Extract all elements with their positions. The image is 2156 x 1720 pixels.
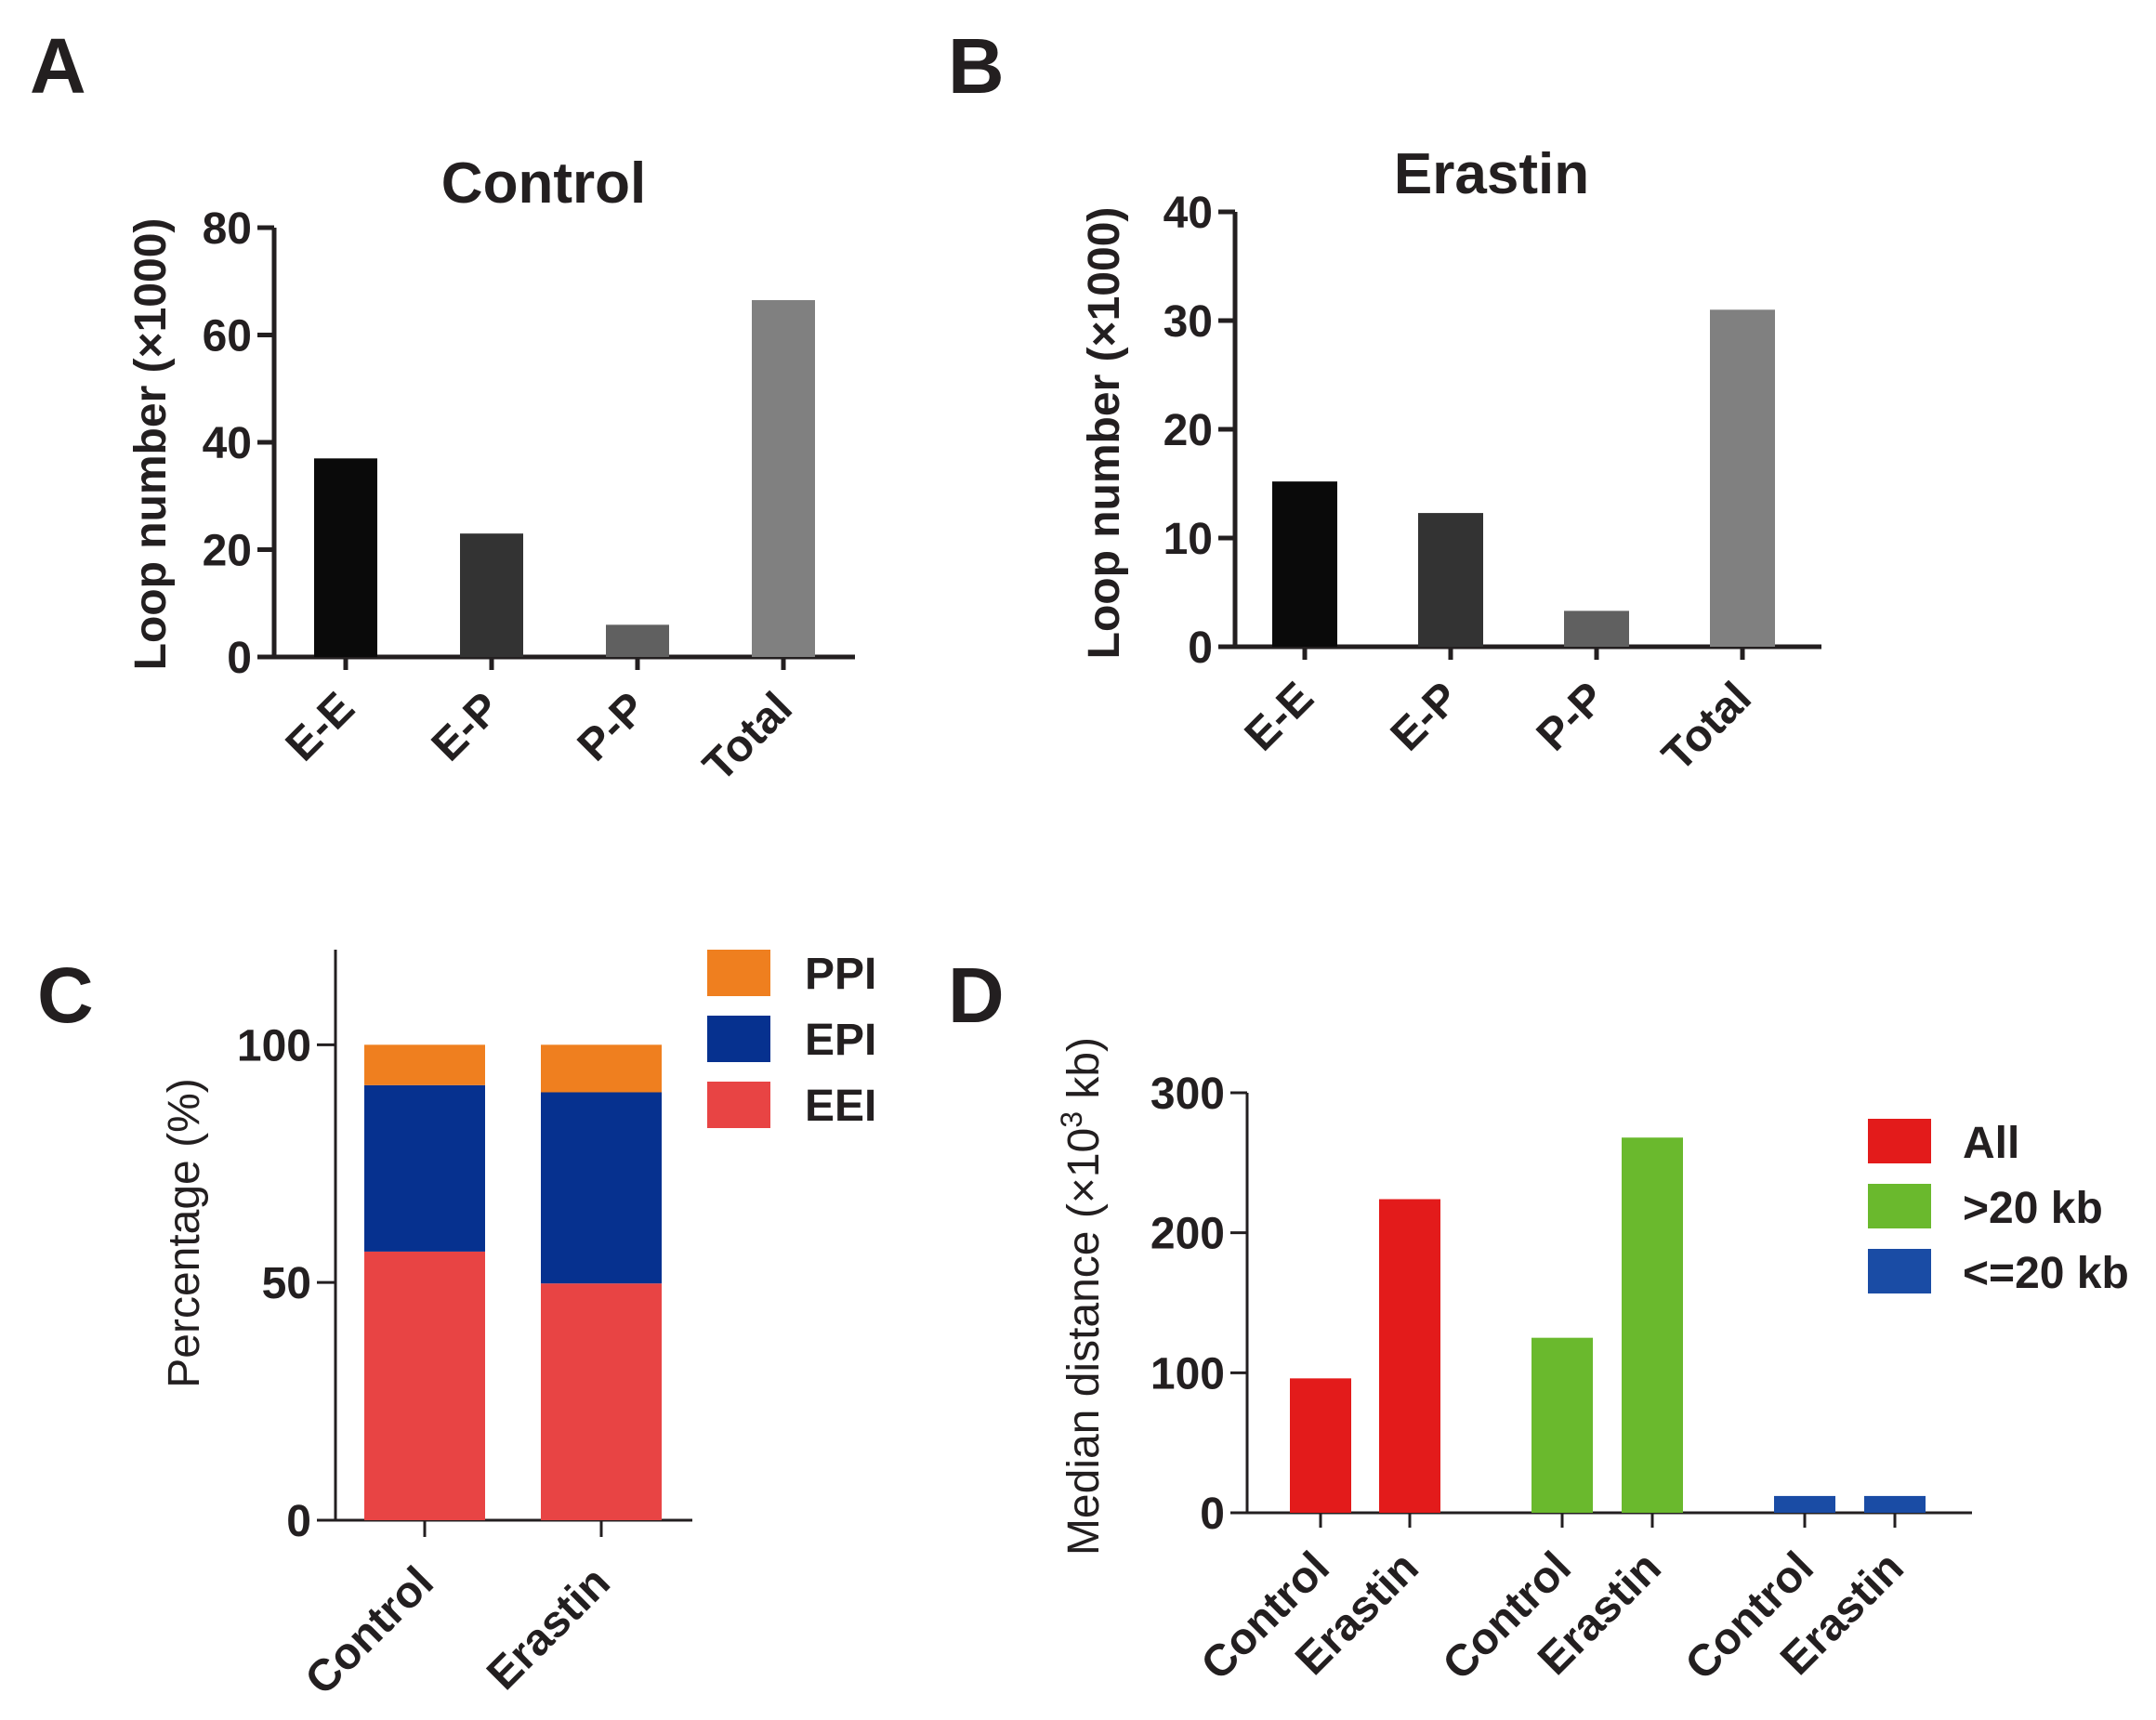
y-axis-label-b: Loop number (×1000) (1080, 207, 1129, 660)
y-tick-label: 100 (237, 1021, 311, 1070)
bar-control-ppi (364, 1044, 485, 1085)
legend-label-ppi: PPI (805, 950, 876, 999)
chart-title-b: Erastin (1394, 142, 1589, 206)
y-tick-label: 20 (1163, 406, 1213, 455)
y-tick-label: 30 (1163, 297, 1213, 347)
legend-label-eei: EEI (805, 1082, 876, 1131)
y-tick-label: 0 (1188, 624, 1213, 673)
bar-20-kb-control (1532, 1337, 1593, 1513)
y-tick-label: 40 (203, 419, 252, 468)
legend-swatch-20-kb (1868, 1249, 1931, 1293)
x-tick-label-total: Total (694, 683, 802, 791)
panel-letter-d: D (948, 952, 1005, 1039)
y-tick-label: 0 (227, 634, 252, 683)
panel-letter-b: B (948, 22, 1005, 110)
y-axis-label-d: Median distance (×103 kb) (1055, 1037, 1109, 1556)
legend-swatch-eei (707, 1082, 770, 1128)
legend-swatch-all (1868, 1119, 1931, 1163)
y-tick-label: 200 (1150, 1210, 1225, 1259)
y-tick-label: 100 (1150, 1349, 1225, 1398)
y-tick-label: 80 (203, 204, 252, 254)
x-tick-label-e-e: E-E (1236, 673, 1323, 760)
y-tick-label: 50 (262, 1259, 311, 1308)
y-tick-label: 300 (1150, 1070, 1225, 1119)
x-tick-label-p-p: P-P (569, 683, 656, 770)
x-tick-label-e-p: E-P (423, 683, 510, 770)
panel-letter-c: C (37, 952, 94, 1039)
x-tick-label-control: Control (296, 1557, 443, 1704)
chart-panel-c: Percentage (%) 0 50 100 Control Erastin PPI… (160, 950, 876, 1704)
x-tick-label-total: Total (1653, 673, 1761, 781)
bar-20-kb-control (1774, 1495, 1835, 1513)
x-tick-label-p-p: P-P (1528, 673, 1615, 760)
y-tick-label: 20 (203, 527, 252, 576)
legend-label-epi: EPI (805, 1016, 876, 1065)
bar-e-e (314, 458, 377, 657)
bar-control-eei (364, 1251, 485, 1520)
bar-p-p (1564, 611, 1629, 647)
bar-e-e (1272, 481, 1337, 647)
y-tick-label: 40 (1163, 189, 1213, 238)
y-axis-label-a: Loop number (×1000) (126, 218, 176, 671)
bar-all-erastin (1379, 1199, 1440, 1513)
y-axis-label-c: Percentage (%) (160, 1078, 209, 1388)
legend-label-all: All (1963, 1119, 2019, 1168)
y-tick-label: 0 (1200, 1490, 1225, 1539)
bar-all-control (1290, 1378, 1351, 1513)
y-tick-label: 60 (203, 312, 252, 361)
legend-swatch-epi (707, 1016, 770, 1062)
legend-label-20-kb: >20 kb (1963, 1184, 2103, 1233)
bar-p-p (606, 624, 669, 657)
legend-label-20-kb: <=20 kb (1963, 1249, 2129, 1298)
chart-title-a: Control (441, 151, 646, 216)
bar-e-p (1418, 513, 1483, 647)
x-tick-label-e-e: E-E (277, 683, 364, 770)
bar-erastin-eei (541, 1283, 662, 1520)
legend-swatch-20-kb (1868, 1184, 1931, 1228)
bar-erastin-ppi (541, 1044, 662, 1093)
bar-control-epi (364, 1084, 485, 1252)
bar-e-p (460, 533, 523, 657)
chart-panel-b: Erastin Loop number (×1000) 0 10 20 30 40 E-… (1080, 142, 1821, 781)
bar-erastin-epi (541, 1092, 662, 1284)
x-tick-label-erastin: Erastin (478, 1557, 620, 1700)
x-tick-label-e-p: E-P (1382, 673, 1469, 760)
bar-total (1710, 309, 1775, 647)
y-tick-label: 0 (286, 1497, 311, 1546)
bar-20-kb-erastin (1622, 1137, 1683, 1513)
panel-letter-a: A (30, 22, 86, 110)
bar-20-kb-erastin (1864, 1495, 1926, 1513)
y-tick-label: 10 (1163, 515, 1213, 564)
bar-total (752, 299, 815, 657)
legend-swatch-ppi (707, 950, 770, 996)
chart-panel-a: Control Loop number (×1000) 0 20 40 60 80 E-… (126, 151, 855, 791)
